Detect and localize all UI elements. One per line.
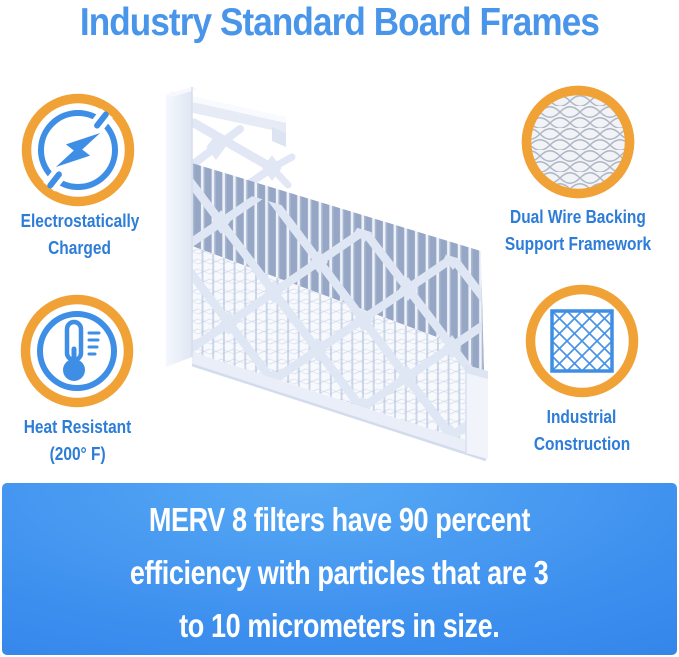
diamond-lattice-icon bbox=[525, 284, 639, 398]
banner-line: efficiency with particles that are 3 bbox=[130, 554, 549, 591]
thermometer-icon bbox=[20, 294, 134, 408]
feature-label-line: Dual Wire Backing bbox=[510, 207, 646, 227]
feature-label-line: (200° F) bbox=[49, 444, 106, 464]
wire-mesh-icon bbox=[521, 85, 635, 199]
page-title-text: Industry Standard Board Frames bbox=[79, 1, 600, 44]
merv-banner: MERV 8 filters have 90 percent efficienc… bbox=[2, 483, 677, 655]
feature-label-line: Construction bbox=[533, 434, 631, 454]
feature-label-wire-backing: Dual Wire Backing Support Framework bbox=[493, 204, 663, 258]
feature-label-line: Support Framework bbox=[504, 234, 652, 254]
feature-label-heat-resistant: Heat Resistant (200° F) bbox=[0, 414, 155, 468]
filter-bottom-frame bbox=[191, 352, 487, 462]
banner-line: MERV 8 filters have 90 percent bbox=[148, 501, 531, 538]
filter-top-frame bbox=[170, 91, 286, 147]
feature-label-electrostatic: Electrostatically Charged bbox=[0, 208, 160, 262]
air-filter-illustration bbox=[166, 87, 488, 462]
feature-label-line: Heat Resistant bbox=[23, 417, 132, 437]
feature-label-line: Industrial bbox=[547, 407, 617, 427]
merv-banner-text: MERV 8 filters have 90 percent efficienc… bbox=[2, 493, 677, 652]
feature-label-line: Charged bbox=[48, 238, 112, 258]
feature-label-line: Electrostatically bbox=[20, 211, 140, 231]
lightning-bolt-icon bbox=[21, 93, 135, 207]
filter-corner-piece bbox=[465, 365, 488, 459]
filter-left-frame bbox=[166, 87, 198, 367]
feature-label-industrial: Industrial Construction bbox=[502, 404, 662, 458]
banner-line: to 10 micrometers in size. bbox=[179, 607, 500, 644]
page-title: Industry Standard Board Frames bbox=[0, 1, 679, 45]
